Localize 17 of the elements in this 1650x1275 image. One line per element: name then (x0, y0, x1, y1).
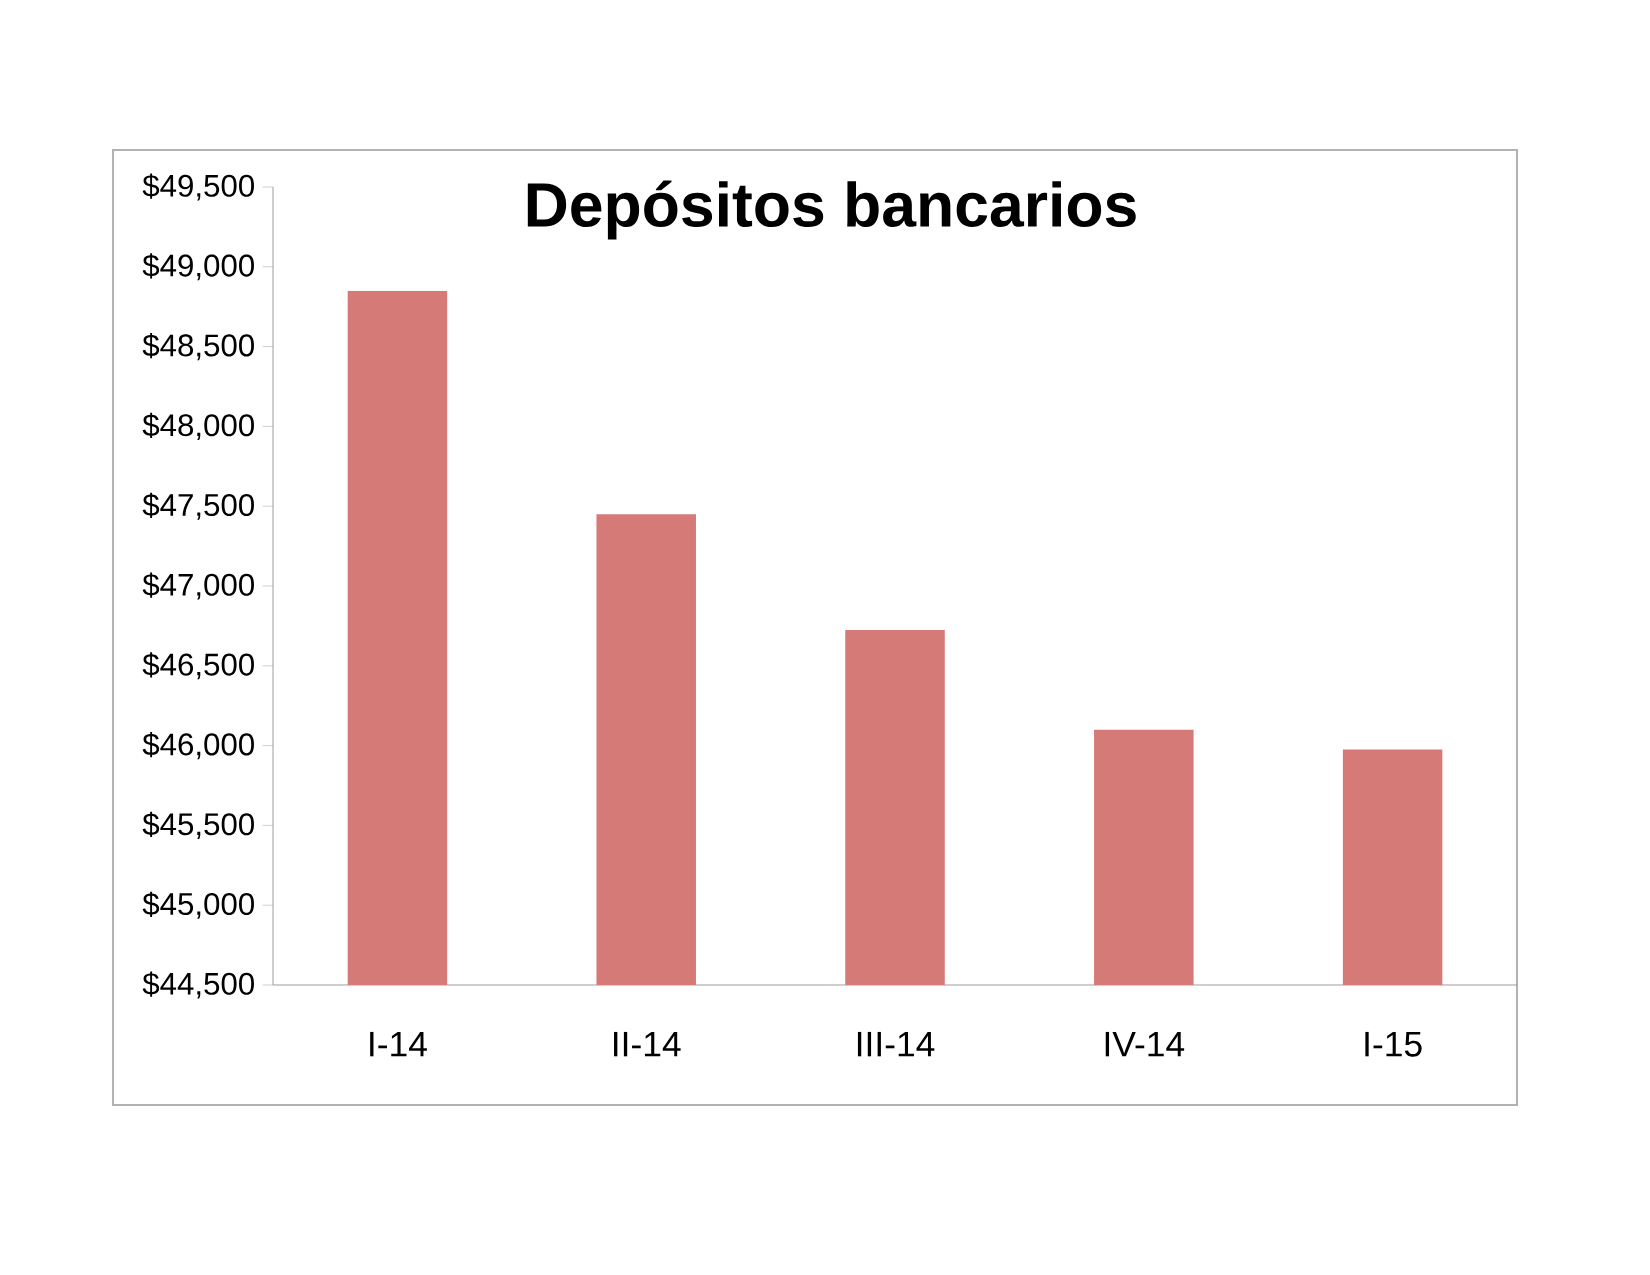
y-tick-label: $48,500 (142, 333, 254, 361)
x-tick-label: II-14 (614, 1031, 681, 1057)
y-tick-label: $49,000 (142, 253, 254, 281)
x-tick-label: III-14 (857, 1031, 935, 1057)
x-tick-label: I-14 (370, 1031, 427, 1057)
chart-title: Depósitos bancarios (527, 180, 1136, 240)
y-tick-label: $48,000 (142, 412, 254, 440)
x-tick-label: IV-14 (1105, 1031, 1185, 1057)
y-tick-label: $45,500 (142, 811, 254, 839)
y-tick-label: $45,000 (142, 891, 254, 919)
y-tick-label: $44,500 (142, 971, 254, 999)
y-tick-label: $47,000 (142, 572, 254, 600)
x-tick-label: I-15 (1365, 1031, 1422, 1057)
y-tick-label: $46,000 (142, 732, 254, 760)
y-tick-label: $47,500 (142, 492, 254, 520)
y-tick-label: $49,500 (142, 173, 254, 201)
y-tick-label: $46,500 (142, 652, 254, 680)
